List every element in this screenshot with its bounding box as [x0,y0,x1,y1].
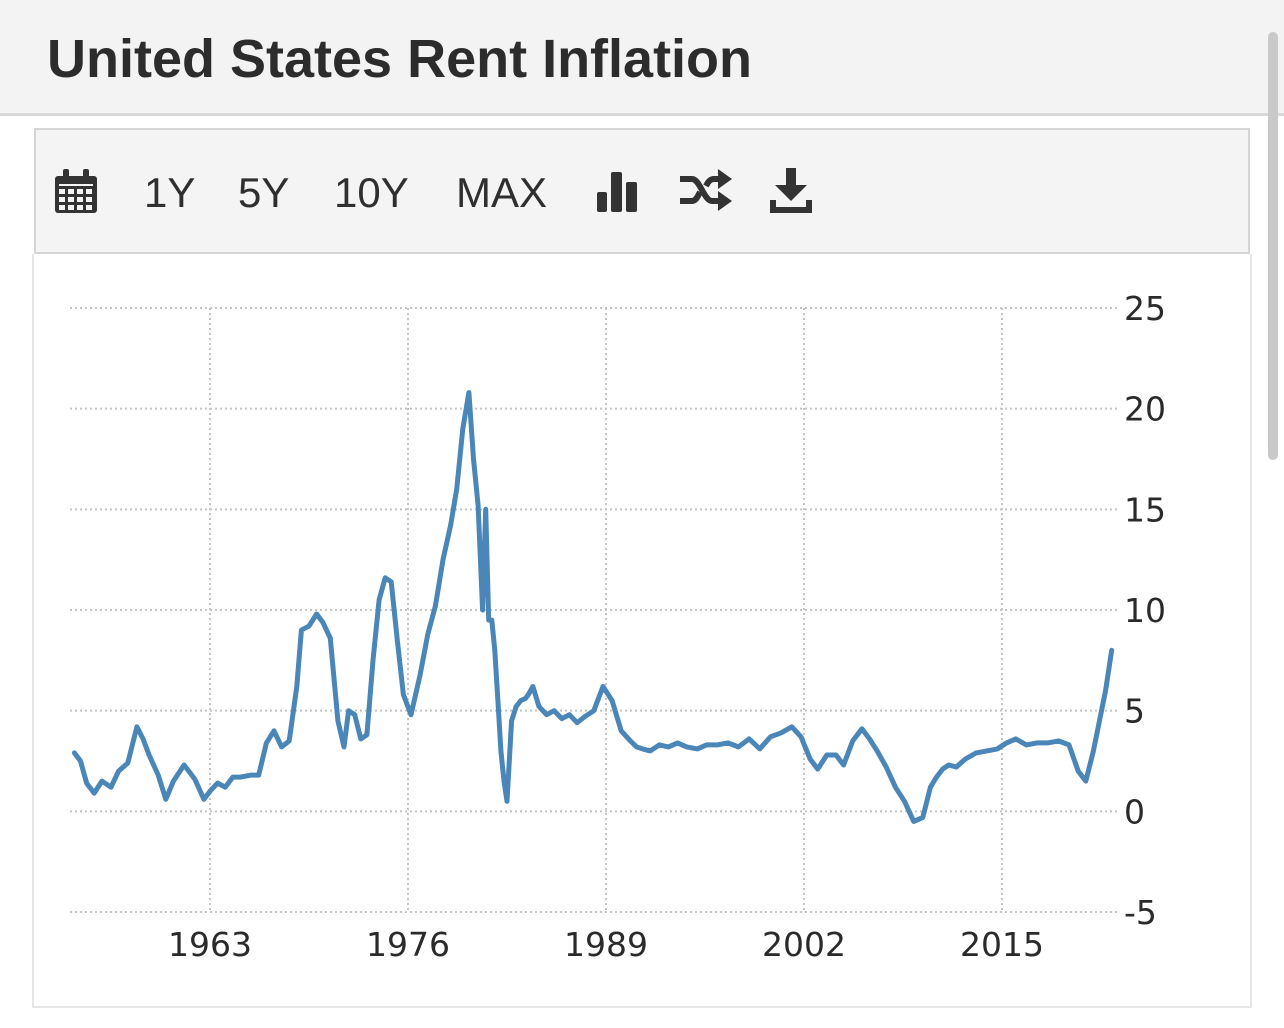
page-scrollbar[interactable] [1268,32,1278,460]
y-tick-label: 25 [1124,289,1166,328]
x-tick-label: 1989 [564,925,648,964]
y-tick-label: 15 [1124,490,1166,529]
y-tick-label: 0 [1124,792,1145,831]
download-icon[interactable] [769,168,813,219]
range-max-button[interactable]: MAX [456,169,548,216]
range-10y-button[interactable]: 10Y [334,169,409,216]
chart-toolbar: 1Y 5Y 10Y MAX [34,128,1250,254]
page-header: United States Rent Inflation [0,0,1284,116]
series-line-rent-inflation [71,390,1115,824]
y-tick-label: 10 [1124,591,1166,630]
x-tick-label: 1976 [366,925,450,964]
y-tick-label: -5 [1124,893,1157,932]
calendar-icon[interactable] [54,168,98,219]
page-title: United States Rent Inflation [47,29,753,89]
range-1y-button[interactable]: 1Y [144,169,196,216]
bar-chart-icon[interactable] [596,168,640,219]
line-chart[interactable]: -5 0 5 10 15 20 25 1963 1976 1989 2002 2015 [34,254,1250,1006]
x-tick-label: 2002 [762,925,846,964]
shuffle-icon[interactable] [678,168,734,217]
x-tick-label: 1963 [168,925,252,964]
y-tick-label: 5 [1124,692,1145,731]
range-5y-button[interactable]: 5Y [238,169,290,216]
chart-area: -5 0 5 10 15 20 25 1963 1976 1989 2002 2015 [32,254,1252,1008]
y-tick-label: 20 [1124,390,1166,429]
x-tick-label: 2015 [960,925,1044,964]
